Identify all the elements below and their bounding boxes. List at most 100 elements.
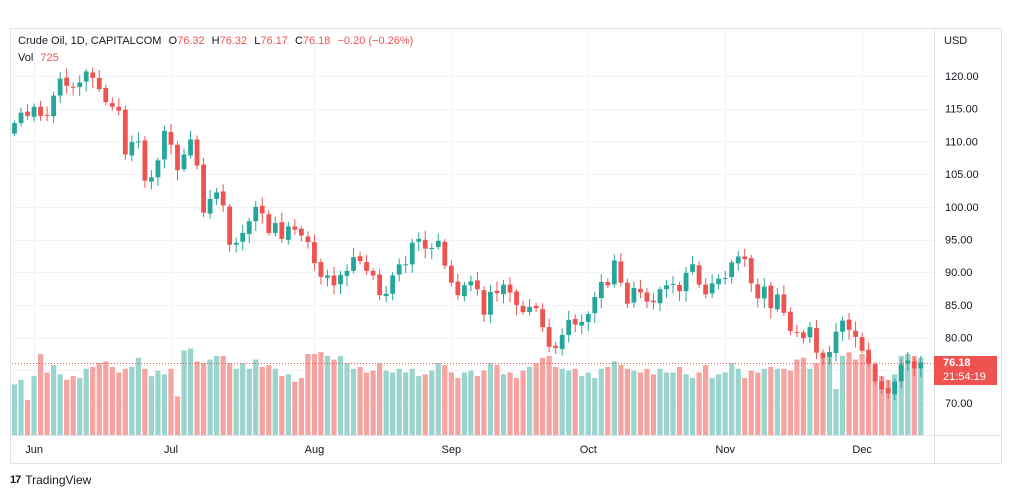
candle [683, 266, 689, 302]
volume-bar [116, 372, 122, 435]
candle [201, 158, 206, 218]
candle-body [618, 261, 624, 283]
candle-body [162, 130, 167, 160]
candle-body [142, 140, 148, 181]
tradingview-brand[interactable]: 17 TradingView [10, 473, 91, 487]
volume-bar [240, 363, 246, 435]
candle [403, 255, 409, 274]
candle-body [585, 314, 591, 322]
price-axis[interactable]: 120.00 115.00 110.00 105.00 100.00 95.00 90.00… [945, 71, 979, 410]
time-axis[interactable]: Jun Jul Aug Sep Oct Nov Dec [25, 444, 872, 456]
volume-bar [729, 363, 735, 435]
volume-bar [487, 363, 494, 435]
volume-bar [637, 372, 644, 435]
candle-body [872, 364, 878, 382]
volume-bar [11, 384, 18, 435]
candle [585, 311, 591, 332]
candle [357, 251, 363, 265]
volume-bar [826, 354, 833, 435]
volume-bar [161, 374, 168, 435]
candle-body [703, 284, 709, 295]
candle-body [18, 112, 24, 124]
volume-bar [918, 357, 924, 435]
volume-bar [657, 368, 663, 435]
volume-bar [755, 372, 761, 435]
price-chart[interactable]: 120.00 115.00 110.00 105.00 100.00 95.00 90.00… [11, 29, 1001, 463]
price-tick-label: 90.00 [945, 267, 973, 279]
candle-body [90, 72, 96, 78]
volume-bar [96, 363, 102, 435]
volume-bar [363, 372, 370, 435]
volume-bar [435, 363, 441, 435]
volume-bar [703, 365, 709, 435]
candle [377, 269, 383, 301]
candle [83, 68, 89, 92]
low-value: 76.17 [260, 35, 288, 47]
candle [898, 358, 904, 388]
volume-bar [422, 374, 428, 435]
candle [820, 349, 826, 366]
candle-body [383, 293, 389, 297]
candle-body [325, 275, 330, 278]
volume-bar [722, 372, 728, 435]
volume-bar [129, 366, 135, 435]
candle [25, 103, 30, 120]
candle [51, 91, 57, 123]
candle [429, 243, 435, 260]
candle [253, 200, 259, 231]
candle [879, 376, 885, 394]
candle-body [709, 283, 715, 294]
candle [12, 120, 17, 137]
candle-body [579, 321, 585, 326]
candlestick-series [12, 67, 924, 401]
candle-body [305, 236, 311, 243]
symbol-title[interactable]: Crude Oil, 1D, CAPITALCOM [18, 35, 162, 47]
volume-bar [468, 370, 474, 435]
candle-body [135, 141, 141, 143]
volume-bar [174, 396, 181, 435]
candle-body [898, 364, 904, 382]
volume-bar [109, 366, 115, 435]
chart-frame[interactable]: 120.00 115.00 110.00 105.00 100.00 95.00 90.00… [10, 28, 1002, 464]
candle [905, 351, 911, 371]
candle-body [409, 242, 415, 265]
candle-body [429, 248, 435, 249]
candle [70, 82, 76, 96]
volume-bar [735, 368, 741, 435]
candle [188, 130, 193, 159]
candle-body [696, 265, 702, 285]
currency-label[interactable]: USD [944, 35, 968, 47]
volume-bar [852, 359, 859, 435]
candle-body [370, 270, 376, 276]
candle-body [514, 291, 519, 305]
candle-body [38, 106, 43, 116]
high-value: 76.32 [219, 35, 248, 47]
candle [409, 238, 415, 273]
volume-bar [520, 370, 526, 435]
candle [488, 285, 493, 323]
candle [859, 332, 865, 354]
candle-body [312, 242, 317, 264]
candle-body [77, 82, 83, 88]
volume-bar [233, 368, 239, 435]
candle-body [246, 221, 252, 234]
volume-bar [683, 374, 689, 435]
candle-body [501, 284, 506, 295]
candle [442, 239, 448, 269]
candle-body [644, 292, 650, 302]
candle [787, 307, 793, 335]
candle-body [846, 319, 852, 330]
candle-body [344, 270, 350, 276]
volume-bar [605, 366, 611, 435]
volume-label[interactable]: Vol [18, 52, 34, 64]
candle-body [651, 300, 656, 303]
candle [298, 226, 304, 242]
candle-body [259, 205, 265, 214]
candle [866, 342, 872, 367]
candle [618, 252, 624, 287]
candle-body [566, 319, 572, 335]
volume-bar [644, 368, 650, 435]
volume-bar [748, 370, 754, 435]
volume-bar [709, 377, 715, 435]
candle [624, 278, 630, 309]
